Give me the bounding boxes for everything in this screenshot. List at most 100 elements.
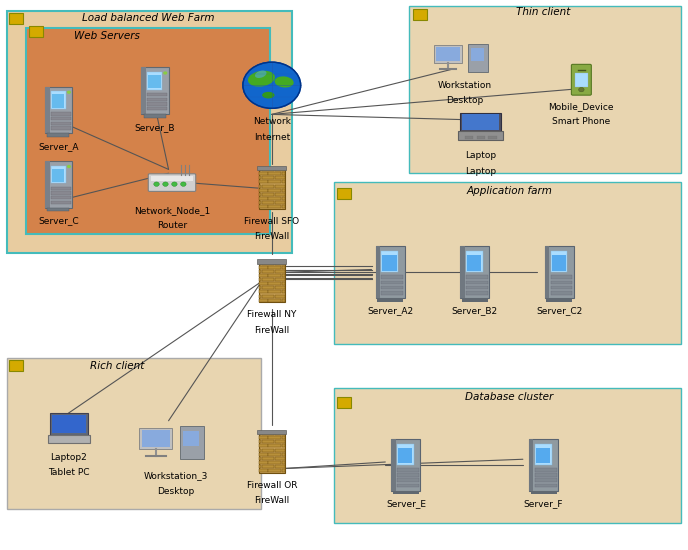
Text: Workstation_3: Workstation_3 bbox=[143, 471, 208, 480]
FancyBboxPatch shape bbox=[257, 430, 286, 434]
FancyBboxPatch shape bbox=[268, 290, 281, 294]
Text: Desktop: Desktop bbox=[446, 96, 483, 105]
FancyBboxPatch shape bbox=[275, 295, 285, 298]
FancyBboxPatch shape bbox=[259, 180, 268, 183]
FancyBboxPatch shape bbox=[535, 478, 557, 482]
Text: Thin client: Thin client bbox=[516, 7, 571, 16]
FancyBboxPatch shape bbox=[51, 112, 71, 115]
FancyBboxPatch shape bbox=[536, 448, 550, 463]
FancyBboxPatch shape bbox=[535, 468, 557, 471]
Bar bbox=[337, 397, 351, 408]
FancyBboxPatch shape bbox=[259, 193, 261, 196]
FancyBboxPatch shape bbox=[281, 197, 285, 200]
FancyBboxPatch shape bbox=[488, 136, 497, 139]
FancyBboxPatch shape bbox=[259, 167, 285, 208]
FancyBboxPatch shape bbox=[281, 266, 285, 269]
FancyBboxPatch shape bbox=[466, 280, 488, 284]
FancyBboxPatch shape bbox=[281, 282, 285, 285]
FancyBboxPatch shape bbox=[259, 261, 285, 303]
FancyBboxPatch shape bbox=[147, 107, 167, 111]
FancyBboxPatch shape bbox=[141, 68, 146, 114]
FancyBboxPatch shape bbox=[51, 186, 71, 190]
FancyBboxPatch shape bbox=[268, 197, 281, 200]
FancyBboxPatch shape bbox=[466, 286, 488, 289]
FancyBboxPatch shape bbox=[275, 168, 285, 171]
Ellipse shape bbox=[262, 92, 275, 98]
Text: Desktop: Desktop bbox=[157, 487, 194, 496]
FancyBboxPatch shape bbox=[535, 473, 557, 477]
FancyBboxPatch shape bbox=[545, 246, 574, 298]
FancyBboxPatch shape bbox=[259, 290, 268, 294]
FancyBboxPatch shape bbox=[530, 491, 557, 494]
FancyBboxPatch shape bbox=[268, 453, 281, 455]
FancyBboxPatch shape bbox=[147, 98, 167, 101]
FancyBboxPatch shape bbox=[397, 468, 419, 471]
Circle shape bbox=[163, 182, 169, 186]
Bar bbox=[413, 9, 427, 20]
FancyBboxPatch shape bbox=[259, 469, 268, 472]
FancyBboxPatch shape bbox=[262, 456, 275, 460]
FancyBboxPatch shape bbox=[281, 461, 285, 464]
FancyBboxPatch shape bbox=[268, 172, 281, 175]
FancyBboxPatch shape bbox=[275, 270, 285, 273]
Circle shape bbox=[163, 72, 167, 75]
FancyBboxPatch shape bbox=[397, 473, 419, 477]
FancyBboxPatch shape bbox=[51, 122, 71, 125]
FancyBboxPatch shape bbox=[259, 436, 268, 439]
FancyBboxPatch shape bbox=[268, 469, 281, 472]
Bar bbox=[9, 13, 23, 24]
FancyBboxPatch shape bbox=[259, 201, 261, 204]
FancyBboxPatch shape bbox=[259, 274, 268, 277]
FancyBboxPatch shape bbox=[462, 298, 488, 301]
Text: Application farm: Application farm bbox=[466, 186, 552, 196]
FancyBboxPatch shape bbox=[575, 73, 588, 87]
FancyBboxPatch shape bbox=[262, 262, 275, 265]
FancyBboxPatch shape bbox=[535, 444, 552, 465]
FancyBboxPatch shape bbox=[275, 176, 285, 179]
FancyBboxPatch shape bbox=[268, 299, 281, 301]
FancyBboxPatch shape bbox=[259, 270, 261, 273]
Circle shape bbox=[67, 91, 71, 94]
FancyBboxPatch shape bbox=[391, 439, 420, 491]
FancyBboxPatch shape bbox=[45, 161, 72, 207]
Text: Workstation: Workstation bbox=[438, 81, 491, 90]
Text: Network: Network bbox=[252, 117, 291, 126]
FancyBboxPatch shape bbox=[460, 246, 489, 298]
FancyBboxPatch shape bbox=[552, 255, 566, 271]
Text: Internet: Internet bbox=[254, 133, 290, 141]
FancyBboxPatch shape bbox=[545, 246, 549, 298]
FancyBboxPatch shape bbox=[436, 47, 460, 62]
FancyBboxPatch shape bbox=[529, 439, 558, 491]
FancyBboxPatch shape bbox=[259, 299, 268, 301]
Text: Laptop: Laptop bbox=[464, 151, 496, 160]
FancyBboxPatch shape bbox=[281, 290, 285, 294]
FancyBboxPatch shape bbox=[275, 456, 285, 460]
FancyBboxPatch shape bbox=[546, 298, 572, 301]
FancyBboxPatch shape bbox=[259, 197, 268, 200]
Text: Server_A2: Server_A2 bbox=[367, 306, 413, 315]
FancyBboxPatch shape bbox=[259, 172, 268, 175]
Ellipse shape bbox=[248, 71, 275, 86]
Ellipse shape bbox=[255, 70, 266, 78]
FancyBboxPatch shape bbox=[52, 415, 86, 433]
Text: Server_E: Server_E bbox=[386, 499, 426, 508]
Text: Mobile_Device: Mobile_Device bbox=[548, 102, 614, 111]
Text: Firewall NY: Firewall NY bbox=[247, 310, 297, 319]
FancyBboxPatch shape bbox=[281, 436, 285, 439]
FancyBboxPatch shape bbox=[259, 286, 261, 289]
FancyBboxPatch shape bbox=[259, 168, 261, 171]
Bar bbox=[9, 360, 23, 371]
FancyBboxPatch shape bbox=[51, 201, 71, 204]
FancyBboxPatch shape bbox=[45, 86, 50, 133]
FancyBboxPatch shape bbox=[381, 286, 403, 289]
FancyBboxPatch shape bbox=[434, 46, 462, 63]
FancyBboxPatch shape bbox=[259, 176, 261, 179]
FancyBboxPatch shape bbox=[462, 114, 499, 130]
FancyBboxPatch shape bbox=[52, 95, 65, 108]
Text: FireWall: FireWall bbox=[254, 496, 290, 505]
FancyBboxPatch shape bbox=[262, 193, 275, 196]
FancyBboxPatch shape bbox=[275, 262, 285, 265]
Circle shape bbox=[180, 182, 186, 186]
FancyBboxPatch shape bbox=[275, 193, 285, 196]
FancyBboxPatch shape bbox=[257, 166, 286, 170]
